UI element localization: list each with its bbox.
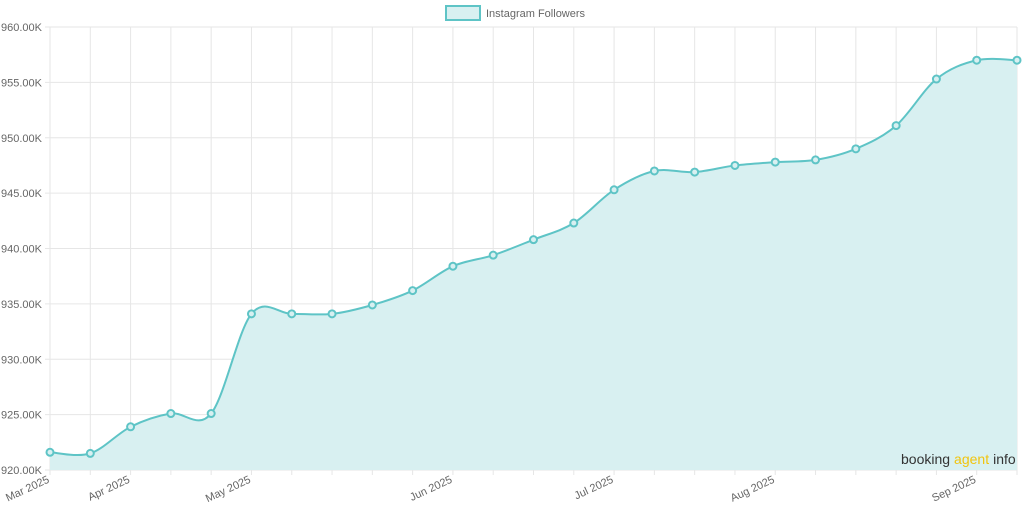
data-point[interactable] — [730, 160, 740, 170]
data-point[interactable] — [408, 286, 418, 296]
y-tick-label: 935.00K — [1, 299, 43, 311]
data-point[interactable] — [649, 166, 659, 176]
data-point[interactable] — [166, 409, 176, 419]
data-point[interactable] — [246, 309, 256, 319]
x-tick-label: Apr 2025 — [86, 474, 132, 504]
watermark-part-agent: agent — [954, 451, 989, 467]
legend-swatch — [445, 5, 481, 21]
watermark-part-info: info — [993, 451, 1016, 467]
y-tick-label: 930.00K — [1, 354, 43, 366]
y-tick-label: 960.00K — [1, 22, 43, 34]
legend[interactable]: Instagram Followers — [445, 5, 586, 21]
data-point[interactable] — [609, 185, 619, 195]
x-tick-label: Jul 2025 — [573, 474, 616, 502]
data-point[interactable] — [206, 409, 216, 419]
data-point[interactable] — [851, 144, 861, 154]
data-point[interactable] — [327, 309, 337, 319]
watermark-part-booking: booking — [901, 451, 950, 467]
data-point[interactable] — [367, 300, 377, 310]
y-tick-label: 955.00K — [1, 77, 43, 89]
data-point[interactable] — [972, 55, 982, 65]
x-tick-label: Aug 2025 — [729, 474, 777, 505]
y-tick-label: 925.00K — [1, 410, 43, 422]
data-point[interactable] — [569, 218, 579, 228]
x-tick-label: Jun 2025 — [408, 474, 454, 504]
y-tick-label: 940.00K — [1, 244, 43, 256]
data-point[interactable] — [85, 448, 95, 458]
y-axis: 920.00K 925.00K 930.00K 935.00K 940.00K 945.0… — [1, 22, 43, 477]
watermark-logo: booking agent info — [901, 451, 1016, 467]
data-point[interactable] — [287, 309, 297, 319]
x-tick-label: May 2025 — [204, 474, 253, 505]
x-tick-label: Mar 2025 — [4, 474, 51, 505]
y-tick-label: 950.00K — [1, 133, 43, 145]
data-point[interactable] — [891, 121, 901, 131]
data-point[interactable] — [126, 422, 136, 432]
data-point[interactable] — [931, 74, 941, 84]
data-point[interactable] — [529, 235, 538, 245]
series-area-fill — [50, 58, 1017, 470]
data-point[interactable] — [45, 447, 55, 457]
data-point[interactable] — [770, 157, 780, 167]
y-tick-label: 945.00K — [1, 188, 43, 200]
x-tick-label: Sep 2025 — [930, 474, 978, 505]
y-tick-label: 920.00K — [1, 465, 43, 477]
data-point[interactable] — [448, 261, 458, 271]
x-axis: Mar 2025 Apr 2025 May 2025 Jun 2025 Jul 2025… — [4, 474, 978, 505]
data-point[interactable] — [488, 250, 498, 260]
data-point[interactable] — [1012, 55, 1022, 65]
data-point[interactable] — [690, 167, 700, 177]
legend-label: Instagram Followers — [486, 8, 586, 20]
data-points — [45, 55, 1022, 458]
data-point[interactable] — [811, 155, 821, 165]
